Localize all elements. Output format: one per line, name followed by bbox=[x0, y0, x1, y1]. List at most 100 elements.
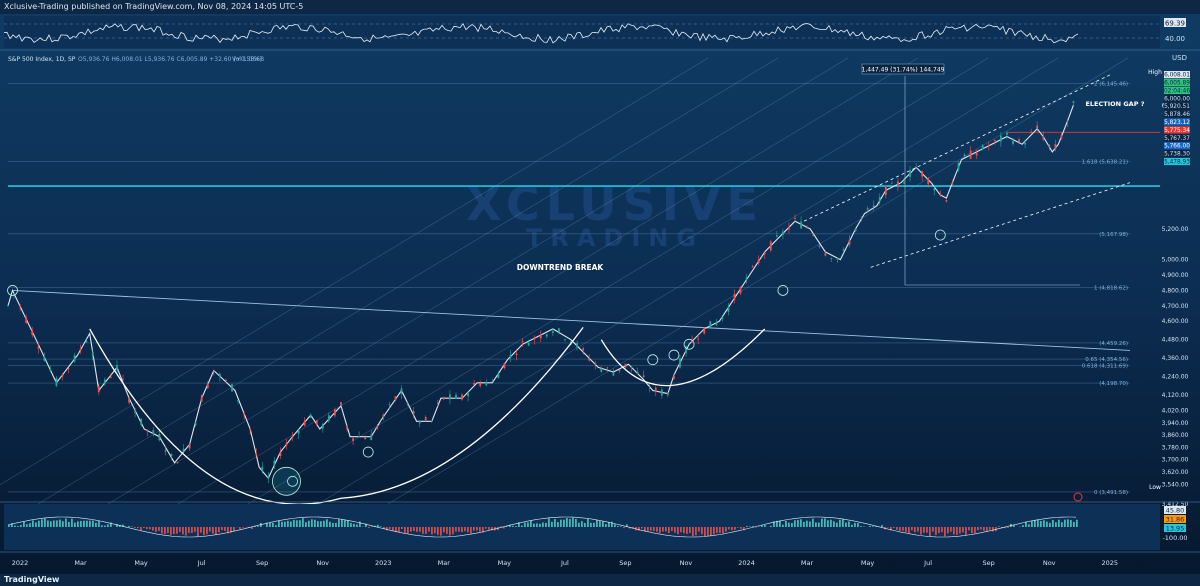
macd-bar bbox=[338, 518, 340, 527]
alert-icon[interactable] bbox=[1073, 492, 1083, 502]
x-tick-label: Jul bbox=[197, 559, 206, 567]
rsi-line bbox=[3, 22, 1079, 44]
fib-level-label: 0.618 (4,311.69) bbox=[1082, 364, 1128, 370]
macd-bar bbox=[44, 518, 46, 527]
macd-bar bbox=[842, 519, 844, 527]
macd-bar bbox=[971, 527, 973, 534]
macd-bar bbox=[869, 525, 871, 527]
candle-body bbox=[206, 383, 209, 389]
macd-bar bbox=[695, 527, 697, 536]
candle-body bbox=[558, 328, 560, 333]
macd-bar bbox=[482, 527, 484, 533]
macd-bar bbox=[731, 527, 733, 531]
macd-bar bbox=[569, 518, 571, 527]
candle-body bbox=[763, 252, 766, 255]
price-badge bbox=[1164, 134, 1190, 142]
fib-level-label: 0 (3,491.58) bbox=[1094, 490, 1128, 496]
candle-body bbox=[352, 438, 354, 442]
candles bbox=[7, 100, 1075, 484]
candle-body bbox=[218, 373, 221, 377]
macd-bar bbox=[191, 527, 193, 533]
candle-body bbox=[7, 305, 9, 307]
macd-bar bbox=[593, 522, 595, 527]
candle-body bbox=[594, 363, 597, 365]
macd-bar bbox=[656, 527, 658, 532]
downtrend-line bbox=[12, 289, 1131, 351]
macd-bar bbox=[305, 522, 307, 527]
channel-line bbox=[37, 57, 779, 505]
y-tick-label: 5,000.00 bbox=[1162, 257, 1189, 264]
candle-body bbox=[382, 414, 385, 417]
macd-bar bbox=[347, 520, 349, 527]
candle-body bbox=[394, 396, 397, 401]
macd-bar bbox=[440, 527, 442, 536]
x-tick-label: Nov bbox=[1043, 559, 1056, 567]
macd-bar bbox=[932, 527, 934, 532]
macd-bar bbox=[383, 527, 385, 529]
macd-bar bbox=[287, 520, 289, 527]
footer-bar: TradingView bbox=[0, 574, 1200, 586]
y-tick-label: 4,700.00 bbox=[1162, 303, 1189, 310]
x-tick-label: Jul bbox=[560, 559, 569, 567]
macd-bar bbox=[77, 521, 79, 527]
y-tick-label: 3,620.00 bbox=[1162, 469, 1189, 476]
macd-bar bbox=[737, 527, 739, 528]
x-tick-label: 2023 bbox=[375, 559, 392, 567]
macd-bar bbox=[71, 518, 73, 527]
touch-point-marker bbox=[683, 338, 695, 350]
macd-bar bbox=[800, 519, 802, 527]
candle-body bbox=[794, 218, 796, 219]
macd-bar bbox=[686, 527, 688, 534]
macd-bar bbox=[212, 527, 214, 534]
macd-bar bbox=[653, 527, 655, 532]
candle-body bbox=[430, 420, 433, 422]
candle-body bbox=[297, 430, 300, 434]
macd-bar bbox=[704, 527, 706, 537]
candle-body bbox=[842, 249, 845, 251]
macd-bar bbox=[926, 527, 928, 533]
macd-bar bbox=[944, 527, 946, 537]
candle-body bbox=[666, 392, 669, 395]
macd-bar bbox=[797, 520, 799, 527]
macd-bar bbox=[536, 523, 538, 527]
candle-body bbox=[1006, 132, 1008, 135]
macd-bar bbox=[56, 520, 58, 527]
macd-bar bbox=[641, 527, 643, 529]
price-badge-label: 5,478.93 bbox=[1164, 160, 1190, 166]
macd-bar bbox=[158, 527, 160, 531]
macd-bar bbox=[20, 525, 22, 527]
macd-bar bbox=[992, 527, 994, 532]
macd-bar bbox=[938, 527, 940, 534]
macd-bar bbox=[281, 521, 283, 527]
candle-body bbox=[927, 178, 930, 185]
candle-body bbox=[551, 331, 554, 333]
candle-body bbox=[727, 306, 730, 312]
macd-bar bbox=[65, 518, 67, 527]
price-badge-label: 6,008.01 bbox=[1164, 73, 1190, 79]
publish-header: Xclusive-Trading published on TradingVie… bbox=[0, 0, 1200, 14]
channel-line bbox=[317, 57, 1059, 505]
channel-line bbox=[107, 57, 849, 505]
macd-bar bbox=[407, 527, 409, 534]
macd-bar bbox=[1025, 521, 1027, 527]
trend-lines bbox=[0, 57, 1160, 505]
candle-body bbox=[987, 145, 990, 147]
tradingview-logo[interactable]: TradingView bbox=[4, 575, 60, 584]
macd-bar bbox=[557, 522, 559, 527]
macd-bar bbox=[821, 518, 823, 527]
macd-bar bbox=[638, 527, 640, 531]
macd-bar bbox=[437, 527, 439, 535]
macd-bar bbox=[176, 527, 178, 534]
macd-bar bbox=[395, 527, 397, 533]
macd-bar bbox=[1070, 519, 1072, 527]
macd-bar bbox=[740, 527, 742, 529]
macd-bar bbox=[293, 519, 295, 527]
macd-bar bbox=[950, 527, 952, 532]
macd-bar bbox=[518, 522, 520, 527]
election-gap-label: ELECTION GAP ? bbox=[1085, 100, 1144, 108]
price-badge-label: 5,920.51 bbox=[1164, 104, 1190, 110]
macd-bar bbox=[1022, 525, 1024, 527]
candle-body bbox=[624, 363, 627, 368]
y-tick-label: 3,780.00 bbox=[1162, 444, 1189, 451]
